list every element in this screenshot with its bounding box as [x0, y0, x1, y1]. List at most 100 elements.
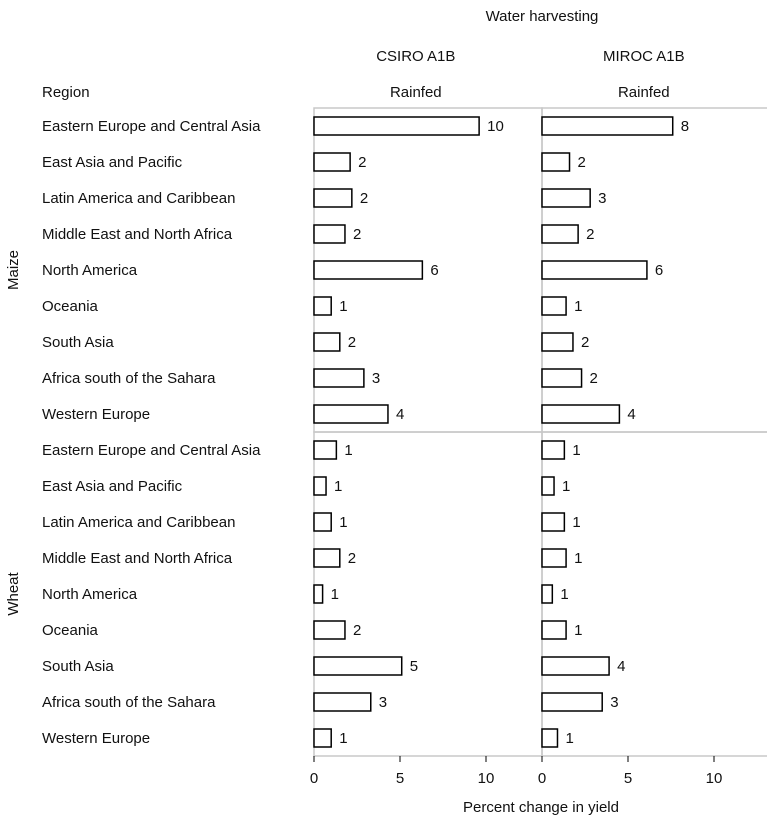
- bar: [541, 584, 554, 604]
- bar: [541, 152, 571, 172]
- category-label: North America: [42, 586, 138, 603]
- bar-value-label: 6: [655, 262, 663, 279]
- category-label: Oceania: [42, 622, 99, 639]
- category-labels: Eastern Europe and Central Asia East Asia…: [42, 118, 261, 747]
- bar-value-label: 2: [348, 334, 356, 351]
- x-tick-label: 5: [396, 770, 404, 787]
- bar-value-label: 6: [430, 262, 438, 279]
- bar: [313, 548, 341, 568]
- category-label: Middle East and North Africa: [42, 226, 233, 243]
- bar: [313, 116, 480, 136]
- panel-model-label: MIROC A1B: [603, 48, 685, 65]
- bar-value-label: 3: [379, 694, 387, 711]
- bar: [541, 548, 567, 568]
- group-labels: Maize Wheat: [5, 250, 22, 616]
- bar: [313, 152, 351, 172]
- bars: [313, 116, 674, 748]
- panel-condition-label: Rainfed: [618, 84, 670, 101]
- bar: [541, 440, 566, 460]
- category-label: Africa south of the Sahara: [42, 370, 216, 387]
- bar-value-label: 1: [574, 298, 582, 315]
- bar: [541, 692, 603, 712]
- bar-value-label: 1: [339, 298, 347, 315]
- bar: [313, 728, 332, 748]
- bar: [313, 476, 327, 496]
- bar-value-label: 8: [681, 118, 689, 135]
- bar: [541, 296, 567, 316]
- group-label: Wheat: [5, 571, 22, 615]
- bar: [313, 620, 346, 640]
- bar: [541, 260, 648, 280]
- bar-value-label: 1: [572, 514, 580, 531]
- category-label: Middle East and North Africa: [42, 550, 233, 567]
- bar: [313, 260, 424, 280]
- bar-value-label: 10: [487, 118, 504, 135]
- bar-value-label: 1: [339, 514, 347, 531]
- bar: [313, 512, 332, 532]
- category-label: North America: [42, 262, 138, 279]
- bar-value-label: 2: [353, 622, 361, 639]
- bar-value-label: 1: [560, 586, 568, 603]
- bar: [313, 224, 346, 244]
- panel-condition-label: Rainfed: [390, 84, 442, 101]
- bar: [313, 656, 403, 676]
- bar: [313, 440, 338, 460]
- bar: [313, 404, 389, 424]
- bar-value-label: 1: [574, 550, 582, 567]
- bar-value-label: 1: [572, 442, 580, 459]
- bar: [313, 332, 341, 352]
- bar-value-label: 2: [586, 226, 594, 243]
- bar: [541, 224, 579, 244]
- category-label: Eastern Europe and Central Asia: [42, 442, 261, 459]
- category-label: Africa south of the Sahara: [42, 694, 216, 711]
- bar: [313, 188, 353, 208]
- category-label: South Asia: [42, 658, 114, 675]
- bar-value-label: 2: [348, 550, 356, 567]
- row-header: Region: [42, 84, 90, 101]
- category-label: East Asia and Pacific: [42, 478, 183, 495]
- bar-value-label: 2: [358, 154, 366, 171]
- bar-value-label: 1: [565, 730, 573, 747]
- bar: [541, 476, 555, 496]
- bar-value-label: 1: [574, 622, 582, 639]
- bar: [541, 620, 567, 640]
- group-label: Maize: [5, 250, 22, 290]
- bar-value-label: 2: [581, 334, 589, 351]
- category-label: Eastern Europe and Central Asia: [42, 118, 261, 135]
- panel-model-label: CSIRO A1B: [376, 48, 455, 65]
- bar-value-label: 3: [598, 190, 606, 207]
- x-tick-label: 10: [478, 770, 495, 787]
- bar: [313, 296, 332, 316]
- category-label: Latin America and Caribbean: [42, 190, 235, 207]
- bar-value-label: 2: [578, 154, 586, 171]
- bar-value-label: 1: [562, 478, 570, 495]
- bar: [541, 188, 591, 208]
- bar-value-label: 2: [360, 190, 368, 207]
- category-label: Oceania: [42, 298, 99, 315]
- bar-value-label: 2: [590, 370, 598, 387]
- bar-value-label: 1: [331, 586, 339, 603]
- category-label: Western Europe: [42, 730, 150, 747]
- bar-value-label: 3: [610, 694, 618, 711]
- bar: [541, 656, 610, 676]
- bar: [541, 404, 621, 424]
- bar-value-label: 4: [627, 406, 635, 423]
- x-tick-label: 0: [538, 770, 546, 787]
- bar: [541, 512, 566, 532]
- bar-value-label: 2: [353, 226, 361, 243]
- bar-value-label: 5: [410, 658, 418, 675]
- bar-value-label: 4: [617, 658, 625, 675]
- x-axis: 0 5 10 0 5 10: [310, 756, 722, 787]
- category-label: Western Europe: [42, 406, 150, 423]
- category-label: East Asia and Pacific: [42, 154, 183, 171]
- x-axis-label: Percent change in yield: [463, 799, 619, 816]
- bar-value-label: 1: [344, 442, 352, 459]
- chart-header: Water harvesting: [486, 8, 599, 25]
- x-tick-label: 0: [310, 770, 318, 787]
- category-label: Latin America and Caribbean: [42, 514, 235, 531]
- bar: [313, 368, 365, 388]
- bar: [541, 116, 674, 136]
- bar: [541, 728, 559, 748]
- bar-value-label: 1: [339, 730, 347, 747]
